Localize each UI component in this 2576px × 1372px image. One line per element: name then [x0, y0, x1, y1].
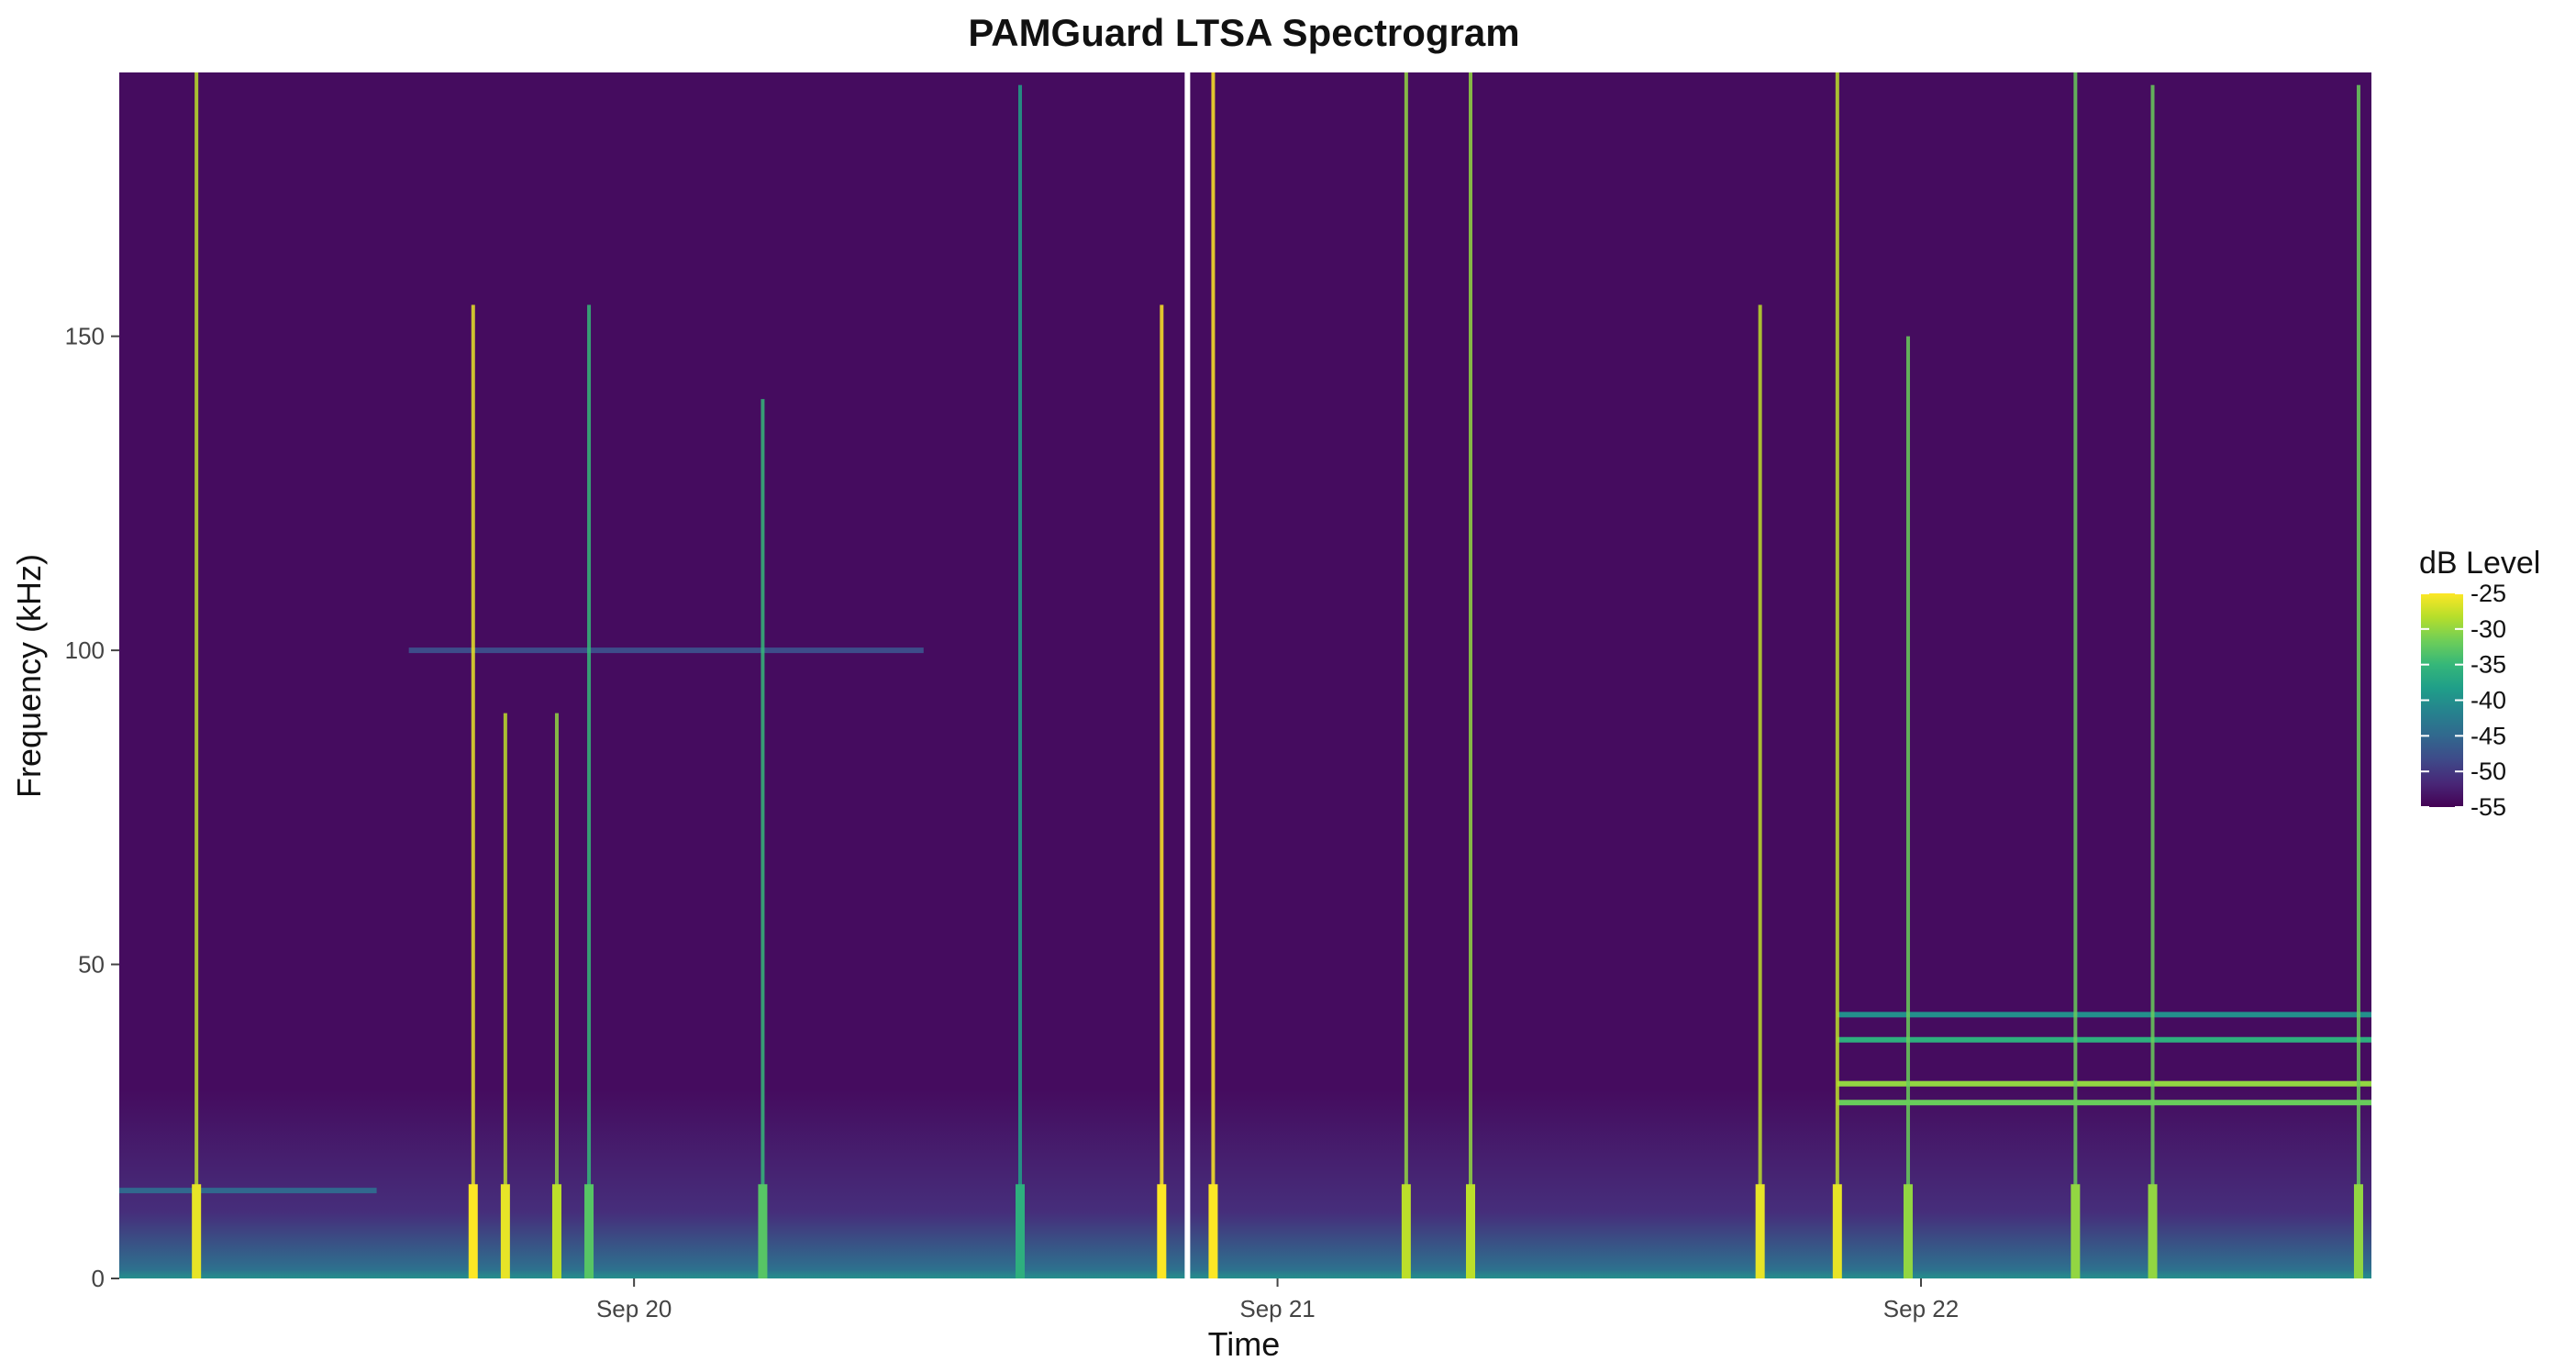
broadband-event-base — [2353, 1184, 2363, 1278]
broadband-event — [1211, 72, 1216, 1278]
broadband-event — [1905, 336, 1910, 1278]
broadband-event-base — [1755, 1184, 1765, 1278]
low-frequency-energy — [119, 1090, 2371, 1278]
legend-tick-label: -30 — [2471, 615, 2506, 643]
tonal-band — [408, 647, 924, 654]
legend-tick-label: -35 — [2471, 651, 2506, 679]
legend-ticks: -25 -30 -35 -40 -45 -50 -55 — [2421, 580, 2506, 821]
y-axis: 0 50 100 150 — [65, 323, 119, 1292]
legend-tick-label: -45 — [2471, 722, 2506, 749]
plot-background — [119, 72, 2371, 1278]
heatmap-layer — [119, 72, 2371, 1279]
legend-tick-label: -40 — [2471, 687, 2506, 714]
broadband-event-base — [758, 1184, 768, 1278]
tonal-band — [1837, 1036, 2371, 1043]
broadband-event — [194, 72, 199, 1278]
broadband-event-base — [1208, 1184, 1218, 1278]
y-axis-title: Frequency (kHz) — [10, 554, 48, 798]
broadband-event — [1469, 72, 1472, 1278]
broadband-event — [554, 713, 559, 1278]
tonal-band — [1837, 1100, 2371, 1106]
broadband-event-base — [2148, 1184, 2158, 1278]
legend-tick-label: -50 — [2471, 758, 2506, 785]
x-axis: Sep 20 Sep 21 Sep 22 — [596, 1278, 1959, 1322]
broadband-event — [1160, 304, 1164, 1278]
tonal-band — [119, 1188, 377, 1194]
broadband-event-base — [1401, 1184, 1411, 1278]
x-tick-label: Sep 21 — [1239, 1295, 1315, 1322]
y-tick-label: 0 — [92, 1265, 105, 1292]
broadband-event-base — [2071, 1184, 2081, 1278]
broadband-event-base — [1832, 1184, 1842, 1278]
y-tick-label: 100 — [65, 636, 105, 664]
legend-tick-label: -25 — [2471, 580, 2506, 607]
y-tick-label: 50 — [78, 951, 105, 979]
broadband-event — [1018, 84, 1022, 1279]
legend-tick-label: -55 — [2471, 793, 2506, 821]
x-tick-label: Sep 22 — [1883, 1295, 1959, 1322]
broadband-event-base — [1157, 1184, 1167, 1278]
data-gap-line — [1184, 72, 1191, 1278]
broadband-event-base — [584, 1184, 594, 1278]
plot-area — [119, 72, 2371, 1279]
tonal-band — [1837, 1012, 2371, 1018]
broadband-event-base — [192, 1184, 202, 1278]
broadband-event — [2073, 72, 2078, 1278]
tonal-band — [1837, 1080, 2371, 1087]
legend-title: dB Level — [2419, 546, 2540, 581]
broadband-event-base — [1466, 1184, 1475, 1278]
broadband-event-base — [468, 1184, 478, 1278]
broadband-event-base — [500, 1184, 510, 1278]
broadband-event-base — [1016, 1184, 1025, 1278]
broadband-event — [1758, 304, 1762, 1278]
broadband-event — [1404, 72, 1408, 1278]
broadband-event-base — [551, 1184, 561, 1278]
chart-title: PAMGuard LTSA Spectrogram — [968, 11, 1519, 54]
broadband-event — [503, 713, 507, 1278]
broadband-event — [761, 399, 765, 1278]
broadband-event-base — [1903, 1184, 1913, 1278]
broadband-event — [2150, 84, 2155, 1279]
x-axis-title: Time — [1208, 1325, 1281, 1363]
broadband-event — [2356, 84, 2360, 1279]
broadband-event — [587, 304, 592, 1278]
x-tick-label: Sep 20 — [596, 1295, 672, 1322]
broadband-event — [1835, 72, 1839, 1278]
color-legend: dB Level -25 -30 -35 -40 -45 -50 -55 — [2419, 546, 2540, 821]
y-tick-label: 150 — [65, 323, 105, 350]
broadband-event — [471, 304, 475, 1278]
